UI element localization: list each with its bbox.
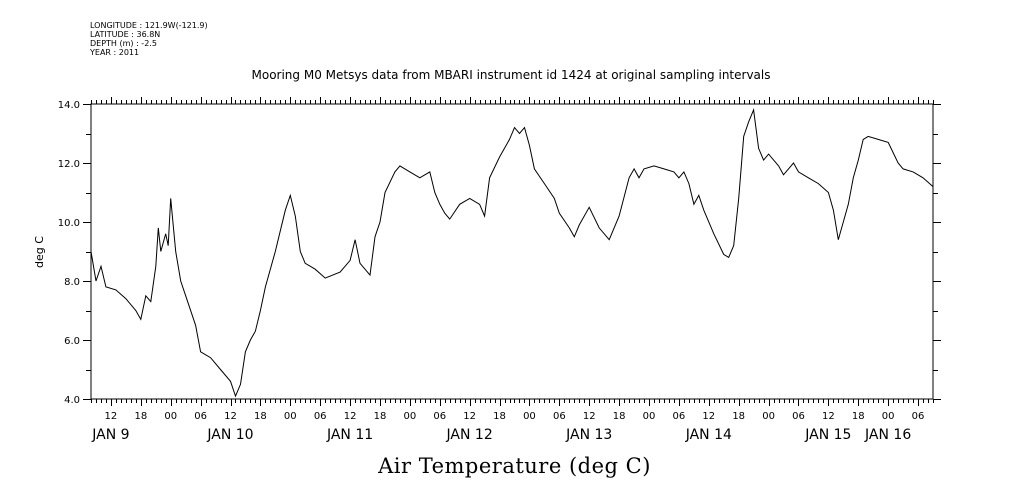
x-axis-title: Air Temperature (deg C): [378, 454, 651, 478]
x-hour-label: 06: [912, 411, 925, 422]
axis-ticks: [83, 97, 941, 406]
latitude-label: LATITUDE : 36.8N: [90, 30, 161, 39]
x-hour-label: 18: [852, 411, 865, 422]
x-hour-label: 06: [673, 411, 686, 422]
x-hour-label: 06: [433, 411, 446, 422]
x-hour-label: 12: [224, 411, 237, 422]
x-day-label: JAN 14: [685, 427, 732, 443]
x-hour-label: 12: [463, 411, 476, 422]
y-tick-label: 14.0: [58, 100, 80, 111]
plot-frame: [90, 103, 934, 400]
axis-labels: 4.0 6.0 8.0 10.0 12.0 14.0 12 18 00 06 12 18 00 06 12 1…: [58, 100, 925, 443]
y-tick-label: 10.0: [58, 218, 80, 229]
x-day-label: JAN 12: [446, 427, 493, 443]
x-hour-label: 12: [344, 411, 357, 422]
x-hour-label: 00: [403, 411, 416, 422]
x-hour-label: 00: [882, 411, 895, 422]
year-label: YEAR : 2011: [90, 48, 140, 57]
x-hour-label: 06: [194, 411, 207, 422]
x-day-label: JAN 11: [326, 427, 373, 443]
x-hour-label: 18: [493, 411, 506, 422]
x-hour-label: 12: [105, 411, 118, 422]
chart-title: Mooring M0 Metsys data from MBARI instru…: [251, 68, 771, 82]
series-line-air-temperature: [90, 107, 934, 398]
x-day-label: JAN 15: [804, 427, 851, 443]
x-hour-label: 06: [792, 411, 805, 422]
y-tick-label: 8.0: [64, 277, 80, 288]
x-hour-label: 06: [553, 411, 566, 422]
longitude-label: LONGITUDE : 121.9W(-121.9): [90, 21, 208, 30]
x-day-label: JAN 13: [565, 427, 612, 443]
x-hour-label: 18: [134, 411, 147, 422]
x-hour-label: 00: [762, 411, 775, 422]
y-tick-label: 6.0: [64, 336, 80, 347]
x-hour-label: 18: [374, 411, 387, 422]
x-hour-label: 06: [314, 411, 327, 422]
x-hour-label: 00: [164, 411, 177, 422]
x-hour-label: 00: [523, 411, 536, 422]
x-hour-label: 00: [284, 411, 297, 422]
x-hour-label: 00: [643, 411, 656, 422]
x-hour-label: 12: [702, 411, 715, 422]
depth-label: DEPTH (m) : -2.5: [90, 39, 157, 48]
x-hour-label: 12: [583, 411, 596, 422]
y-tick-label: 4.0: [64, 395, 80, 406]
y-axis-label: deg C: [33, 236, 46, 268]
x-hour-label: 18: [613, 411, 626, 422]
y-tick-label: 12.0: [58, 159, 80, 170]
x-day-label: JAN 16: [864, 427, 911, 443]
x-day-label: JAN 9: [91, 427, 129, 443]
x-hour-label: 12: [822, 411, 835, 422]
x-hour-label: 18: [732, 411, 745, 422]
x-day-label: JAN 10: [206, 427, 253, 443]
x-hour-label: 18: [254, 411, 267, 422]
station-metadata: LONGITUDE : 121.9W(-121.9) LATITUDE : 36…: [90, 21, 208, 57]
